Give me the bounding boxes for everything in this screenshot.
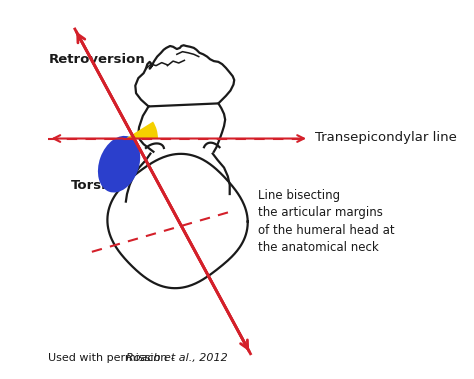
Text: Retroversion: Retroversion <box>48 53 145 66</box>
Ellipse shape <box>98 136 140 193</box>
Wedge shape <box>126 122 158 138</box>
Text: Torsion: Torsion <box>71 179 126 192</box>
Text: Line bisecting
the articular margins
of the humeral head at
the anatomical neck: Line bisecting the articular margins of … <box>258 189 395 254</box>
Text: Used with permission -: Used with permission - <box>48 352 182 363</box>
Text: Transepicondylar line: Transepicondylar line <box>315 131 456 144</box>
Text: Roach et al., 2012: Roach et al., 2012 <box>126 352 228 363</box>
